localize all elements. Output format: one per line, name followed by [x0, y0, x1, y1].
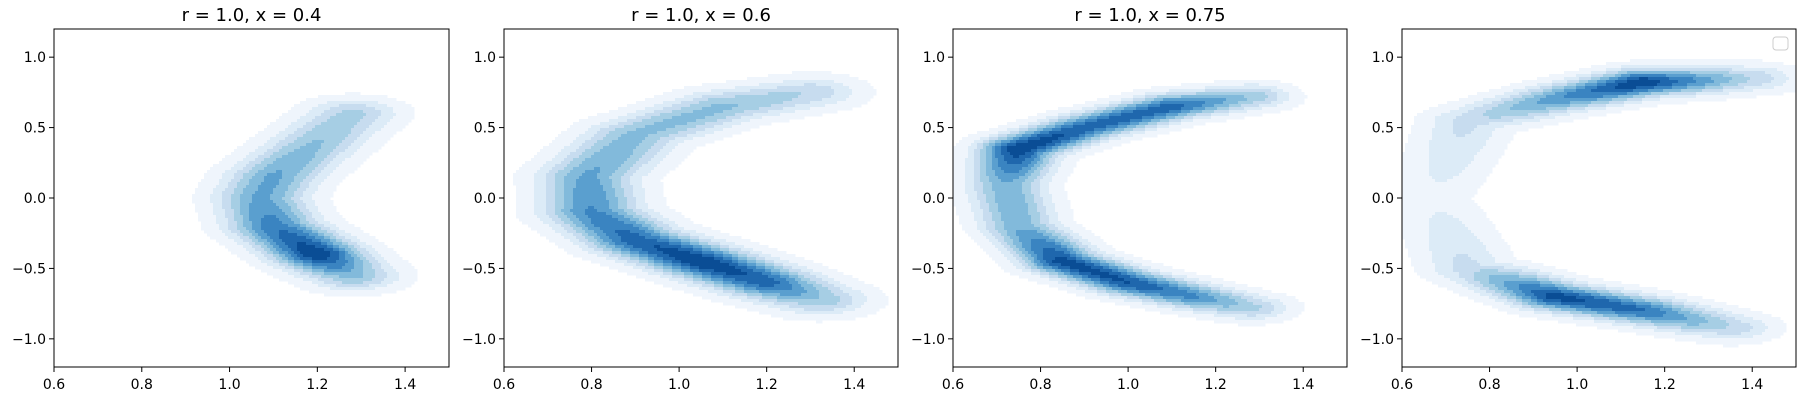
- subplot-3: 0.6 0.8 1.0 1.2 1.4 −1.0 −0.5 0.0 0.5 1.0 r = 1.0,…: [911, 5, 1348, 393]
- y-tick-label: −0.5: [911, 261, 945, 277]
- x-tick-label: 1.2: [1205, 377, 1227, 393]
- x-tick-label: 0.6: [493, 377, 515, 393]
- x-tick-label: 0.6: [942, 377, 964, 393]
- legend-box: [1772, 36, 1789, 51]
- subplot-title: r = 1.0, x = 0.4: [182, 5, 322, 26]
- y-tick-label: 0.0: [923, 191, 945, 207]
- y-tick-label: 0.0: [1372, 191, 1394, 207]
- x-tick-label: 0.8: [131, 377, 153, 393]
- y-tick-label: 1.0: [24, 50, 46, 66]
- density-contours: [953, 80, 1308, 327]
- y-tick-label: −0.5: [462, 261, 496, 277]
- x-tick-label: 0.8: [580, 377, 602, 393]
- x-tick-label: 1.4: [1292, 377, 1314, 393]
- x-tick-label: 0.6: [1391, 377, 1413, 393]
- x-tick-label: 1.0: [218, 377, 240, 393]
- x-tick-label: 1.2: [306, 377, 328, 393]
- y-tick-label: −1.0: [911, 332, 945, 348]
- y-tick-label: −1.0: [1360, 332, 1394, 348]
- x-tick-label: 1.0: [1117, 377, 1139, 393]
- y-tick-label: 0.5: [923, 121, 945, 137]
- y-tick-label: −1.0: [12, 332, 46, 348]
- y-tick-label: 1.0: [1372, 50, 1394, 66]
- subplot-title: r = 1.0, x = 0.75: [1074, 5, 1225, 26]
- y-tick-label: 0.5: [1372, 121, 1394, 137]
- x-tick-label: 0.8: [1478, 377, 1500, 393]
- y-tick-label: 0.0: [24, 191, 46, 207]
- y-tick-label: −0.5: [1360, 261, 1394, 277]
- y-tick-label: 0.5: [474, 121, 496, 137]
- x-tick-label: 0.6: [43, 377, 65, 393]
- y-tick-label: −0.5: [12, 261, 46, 277]
- x-tick-label: 1.4: [843, 377, 865, 393]
- y-tick-label: −1.0: [462, 332, 496, 348]
- density-contours: [192, 92, 418, 297]
- x-tick-label: 1.4: [394, 377, 416, 393]
- density-contours: [1402, 59, 1796, 348]
- y-tick-label: 0.5: [24, 121, 46, 137]
- x-tick-label: 1.2: [1654, 377, 1676, 393]
- subplot-4: 0.6 0.8 1.0 1.2 1.4 −1.0 −0.5 0.0 0.5 1.0: [1360, 28, 1797, 393]
- subplot-2: 0.6 0.8 1.0 1.2 1.4 −1.0 −0.5 0.0 0.5 1.0 r = 1.0,…: [462, 5, 899, 393]
- subplot-title: r = 1.0, x = 0.6: [631, 5, 771, 26]
- y-tick-label: 1.0: [923, 50, 945, 66]
- density-contours: [513, 71, 889, 324]
- x-tick-label: 1.4: [1741, 377, 1763, 393]
- x-tick-label: 0.8: [1029, 377, 1051, 393]
- y-tick-label: 0.0: [474, 191, 496, 207]
- x-tick-label: 1.2: [756, 377, 778, 393]
- x-tick-label: 1.0: [1566, 377, 1588, 393]
- x-tick-label: 1.0: [668, 377, 690, 393]
- y-tick-label: 1.0: [474, 50, 496, 66]
- subplot-1: 0.6 0.8 1.0 1.2 1.4 −1.0 −0.5 0.0 0.5 1.0 r = 1.0,…: [12, 5, 450, 393]
